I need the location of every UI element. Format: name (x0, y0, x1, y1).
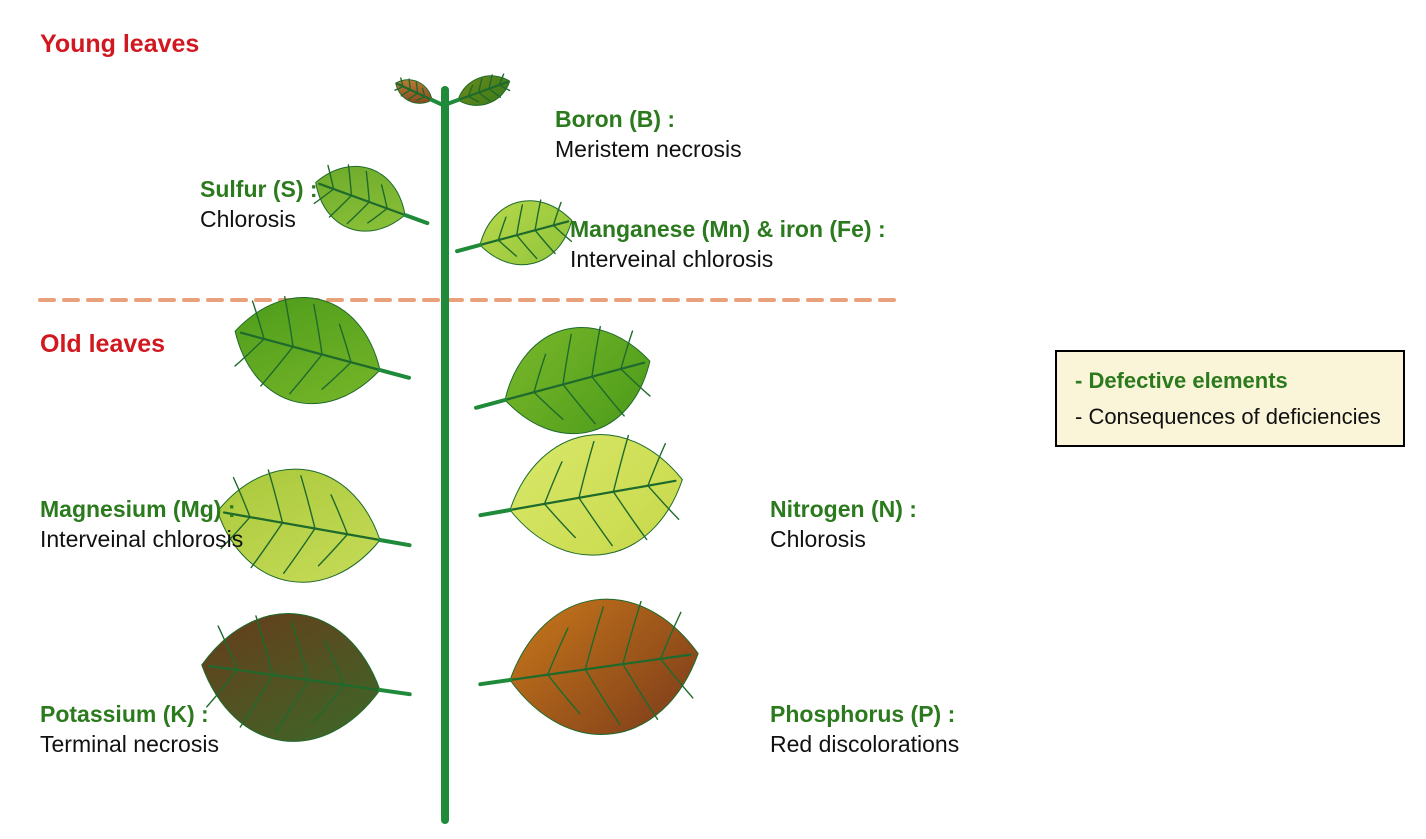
label-magnesium-element: Magnesium (Mg) : (40, 495, 243, 525)
leaf-p-leaf (471, 587, 708, 751)
label-potassium-symptom: Terminal necrosis (40, 730, 219, 760)
label-phosphorus-symptom: Red discolorations (770, 730, 959, 760)
leaf-upper-old-right (462, 310, 663, 458)
leaf-mnfe-leaf (449, 190, 580, 282)
legend-box: - Defective elements - Consequences of d… (1055, 350, 1405, 447)
label-boron-element: Boron (B) : (555, 105, 742, 135)
leaf-sulfur-leaf (305, 153, 438, 253)
leaf-k-leaf (193, 602, 419, 757)
section-old-leaves: Old leaves (40, 330, 165, 359)
leaf-tip-right (440, 69, 514, 118)
label-magnesium: Magnesium (Mg) :Interveinal chlorosis (40, 495, 243, 555)
label-potassium: Potassium (K) :Terminal necrosis (40, 700, 219, 760)
legend-consequences: - Consequences of deficiencies (1075, 402, 1385, 432)
label-phosphorus: Phosphorus (P) :Red discolorations (770, 700, 959, 760)
label-sulfur-element: Sulfur (S) : (200, 175, 318, 205)
legend-defective: - Defective elements (1075, 366, 1385, 396)
label-mnfe-symptom: Interveinal chlorosis (570, 245, 886, 275)
label-magnesium-symptom: Interveinal chlorosis (40, 525, 243, 555)
leaf-upper-old-left (222, 280, 423, 428)
label-nitrogen-element: Nitrogen (N) : (770, 495, 917, 525)
section-young-leaves: Young leaves (40, 30, 199, 59)
label-nitrogen-symptom: Chlorosis (770, 525, 917, 555)
label-nitrogen: Nitrogen (N) :Chlorosis (770, 495, 917, 555)
label-sulfur: Sulfur (S) :Chlorosis (200, 175, 318, 235)
label-mnfe-element: Manganese (Mn) & iron (Fe) : (570, 215, 886, 245)
label-potassium-element: Potassium (K) : (40, 700, 219, 730)
label-boron-symptom: Meristem necrosis (555, 135, 742, 165)
label-mnfe: Manganese (Mn) & iron (Fe) :Interveinal … (570, 215, 886, 275)
label-boron: Boron (B) :Meristem necrosis (555, 105, 742, 165)
leaf-tip-left (391, 74, 445, 114)
label-sulfur-symptom: Chlorosis (200, 205, 318, 235)
label-phosphorus-element: Phosphorus (P) : (770, 700, 959, 730)
leaf-n-leaf (470, 421, 693, 575)
